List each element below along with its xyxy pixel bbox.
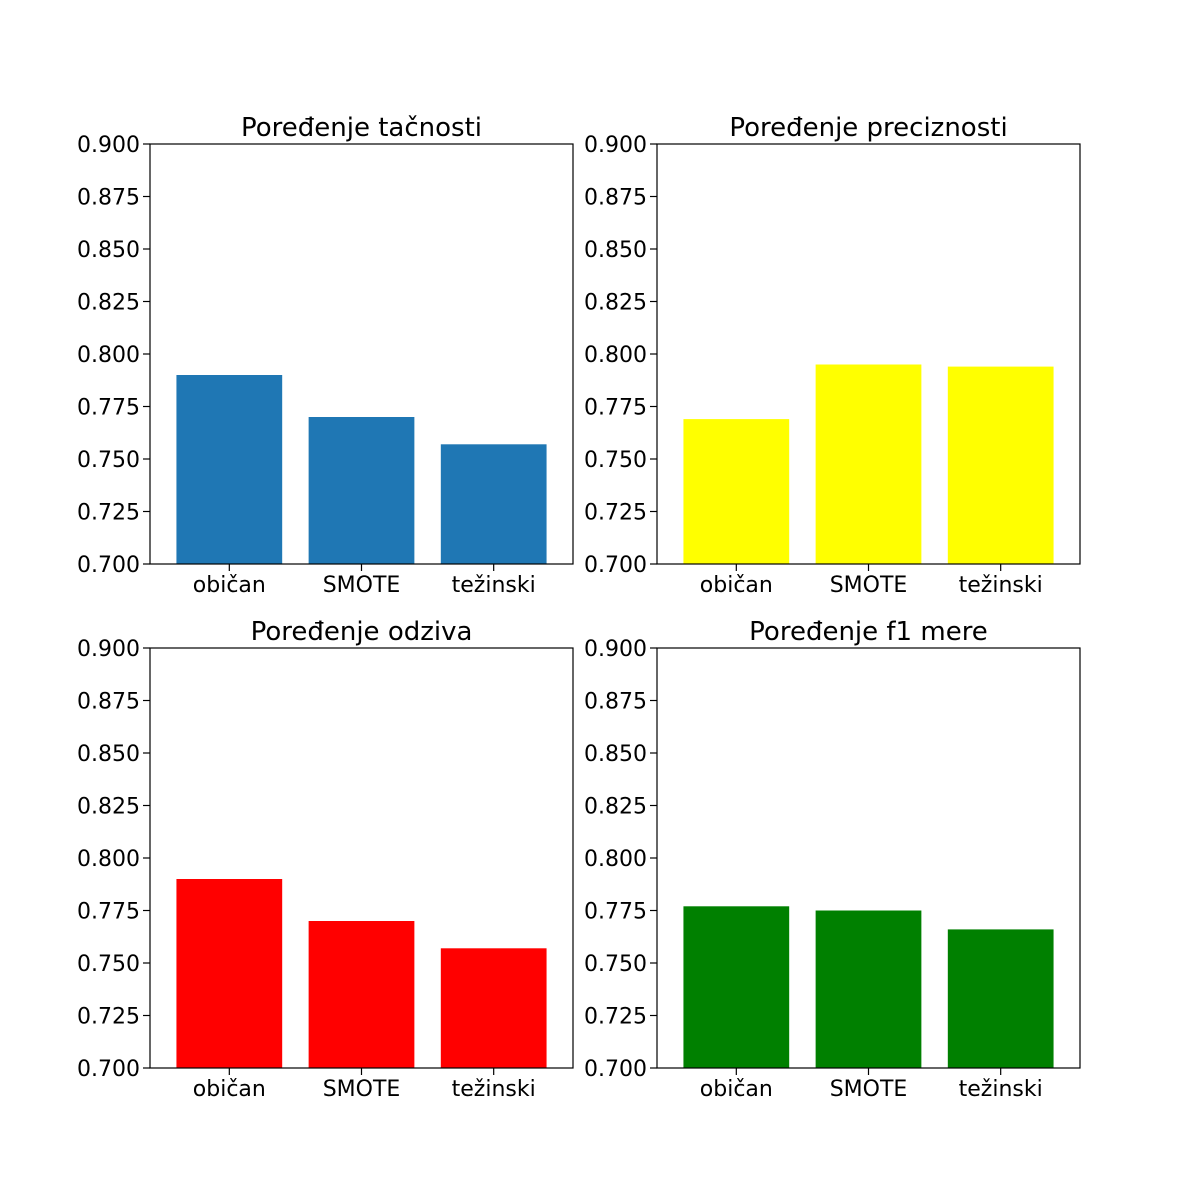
y-tick-label: 0.850 [584, 238, 647, 263]
x-tick-label: težinski [452, 1077, 536, 1102]
bar-2 [308, 921, 415, 1068]
subplot-4: 0.700 0.725 0.750 0.775 0.800 0.825 0.850 0.875… [584, 617, 1081, 1102]
y-tick-label: 0.900 [584, 133, 647, 158]
bar-3 [947, 366, 1054, 564]
y-tick-label: 0.775 [77, 900, 140, 925]
y-tick-label: 0.725 [77, 1005, 140, 1030]
chart-title: Poređenje tačnosti [241, 113, 482, 143]
y-tick-label: 0.800 [77, 343, 140, 368]
chart-title: Poređenje f1 mere [749, 617, 988, 647]
y-tick-label: 0.750 [584, 448, 647, 473]
bar-3 [440, 948, 547, 1068]
bar-3 [947, 929, 1054, 1068]
chart-title: Poređenje preciznosti [729, 113, 1007, 143]
x-tick-label: običan [193, 573, 266, 598]
y-tick-label: 0.750 [584, 952, 647, 977]
y-tick-label: 0.875 [77, 186, 140, 211]
y-tick-label: 0.900 [77, 133, 140, 158]
y-tick-label: 0.875 [584, 690, 647, 715]
y-tick-label: 0.775 [584, 396, 647, 421]
x-tick-label: težinski [959, 573, 1043, 598]
y-tick-label: 0.850 [77, 238, 140, 263]
bar-1 [176, 879, 283, 1068]
y-tick-label: 0.850 [77, 742, 140, 767]
y-tick-label: 0.825 [584, 795, 647, 820]
y-tick-label: 0.725 [77, 501, 140, 526]
y-tick-label: 0.800 [584, 847, 647, 872]
y-tick-label: 0.875 [584, 186, 647, 211]
y-tick-label: 0.850 [584, 742, 647, 767]
y-tick-label: 0.875 [77, 690, 140, 715]
y-tick-label: 0.725 [584, 1005, 647, 1030]
y-tick-label: 0.825 [584, 291, 647, 316]
y-tick-label: 0.775 [77, 396, 140, 421]
x-tick-label: SMOTE [830, 573, 908, 598]
y-tick-label: 0.700 [77, 1057, 140, 1082]
y-tick-label: 0.825 [77, 291, 140, 316]
x-tick-label: SMOTE [830, 1077, 908, 1102]
y-tick-label: 0.700 [584, 553, 647, 578]
subplot-1: 0.700 0.725 0.750 0.775 0.800 0.825 0.850 0.875… [77, 113, 574, 598]
chart-title: Poređenje odziva [251, 617, 473, 647]
x-tick-label: običan [700, 1077, 773, 1102]
y-tick-label: 0.800 [584, 343, 647, 368]
bar-1 [683, 419, 790, 564]
y-tick-label: 0.750 [77, 952, 140, 977]
x-tick-label: običan [193, 1077, 266, 1102]
subplot-3: 0.700 0.725 0.750 0.775 0.800 0.825 0.850 0.875… [77, 617, 574, 1102]
bar-1 [683, 906, 790, 1068]
bar-2 [308, 417, 415, 564]
bar-2 [815, 910, 922, 1068]
x-tick-label: SMOTE [323, 573, 401, 598]
y-tick-label: 0.700 [584, 1057, 647, 1082]
x-tick-label: težinski [452, 573, 536, 598]
bar-3 [440, 444, 547, 564]
y-tick-label: 0.825 [77, 795, 140, 820]
y-tick-label: 0.900 [77, 637, 140, 662]
y-tick-label: 0.700 [77, 553, 140, 578]
y-tick-label: 0.900 [584, 637, 647, 662]
x-tick-label: SMOTE [323, 1077, 401, 1102]
bar-1 [176, 375, 283, 564]
subplot-2: 0.700 0.725 0.750 0.775 0.800 0.825 0.850 0.875… [584, 113, 1081, 598]
x-tick-label: običan [700, 573, 773, 598]
y-tick-label: 0.750 [77, 448, 140, 473]
bar-2 [815, 364, 922, 564]
y-tick-label: 0.775 [584, 900, 647, 925]
x-tick-label: težinski [959, 1077, 1043, 1102]
y-tick-label: 0.800 [77, 847, 140, 872]
y-tick-label: 0.725 [584, 501, 647, 526]
